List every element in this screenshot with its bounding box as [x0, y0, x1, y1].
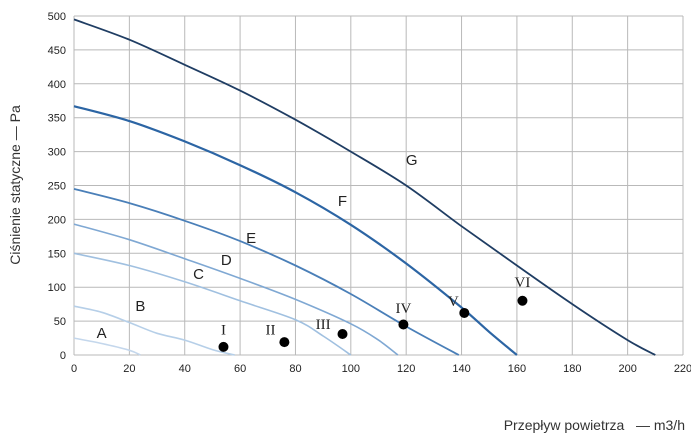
curve-label-G: G [406, 152, 418, 169]
curve-label-E: E [246, 230, 256, 247]
x-tick-label-1: 20 [123, 363, 135, 375]
x-tick-label-3: 60 [234, 363, 246, 375]
x-tick-label-11: 220 [674, 363, 691, 375]
operating-point-label-II: II [266, 323, 276, 339]
curve-label-C: C [193, 266, 204, 283]
y-tick-label-9: 450 [48, 45, 66, 57]
x-tick-label-7: 140 [452, 363, 470, 375]
grid [73, 15, 684, 356]
curve-label-D: D [221, 252, 232, 269]
curve-D [73, 223, 399, 356]
y-tick-label-4: 200 [48, 214, 66, 226]
curve-labels: A B CDE F G [97, 152, 418, 342]
operating-point-V [459, 307, 470, 318]
y-tick-label-1: 50 [54, 316, 66, 328]
curve-G [73, 18, 656, 356]
x-tick-label-4: 80 [289, 363, 301, 375]
curve-label-F: F [338, 193, 347, 210]
x-tick-label-6: 120 [397, 363, 415, 375]
y-tick-label-10: 500 [48, 11, 66, 23]
operating-point-VI [517, 295, 528, 306]
operating-point-II [279, 337, 290, 348]
operating-point-label-I: I [221, 323, 226, 339]
x-tick-label-10: 200 [618, 363, 636, 375]
curve-C [73, 252, 352, 356]
operating-point-I [218, 341, 229, 352]
curve-label-B: B [135, 298, 145, 315]
x-tick-label-5: 100 [342, 363, 360, 375]
y-tick-label-7: 350 [48, 113, 66, 125]
curves [73, 18, 656, 356]
operating-point-label-III: III [316, 317, 331, 333]
y-tick-label-5: 250 [48, 181, 66, 193]
y-tick-label-6: 300 [48, 147, 66, 159]
y-tick-label-3: 150 [48, 248, 66, 260]
curve-B [73, 305, 235, 356]
operating-point-IV [398, 319, 409, 330]
x-tick-label-0: 0 [71, 363, 77, 375]
x-tick-label-8: 160 [508, 363, 526, 375]
y-axis-ticks: 0 50 100 150 200 250 300 350 400 450 500 [48, 11, 66, 362]
operating-point-label-V: V [448, 294, 459, 310]
x-tick-label-2: 40 [179, 363, 191, 375]
operating-point-label-VI: VI [515, 275, 531, 291]
y-tick-label-0: 0 [60, 350, 66, 362]
curve-A [73, 337, 141, 356]
x-axis-ticks: 0 20 40 60 80 100 120 140 160 180 200 220 [71, 363, 691, 375]
curve-label-A: A [97, 325, 107, 342]
x-tick-label-9: 180 [563, 363, 581, 375]
operating-point-label-IV: IV [395, 301, 411, 317]
y-tick-label-8: 400 [48, 79, 66, 91]
y-tick-label-2: 100 [48, 282, 66, 294]
operating-point-III [337, 328, 348, 339]
y-axis-title: Ciśnienie statyczne — Pa [7, 105, 23, 265]
curve-F [73, 105, 518, 356]
x-axis-title: Przepływ powietrza — m3/h [504, 417, 685, 433]
